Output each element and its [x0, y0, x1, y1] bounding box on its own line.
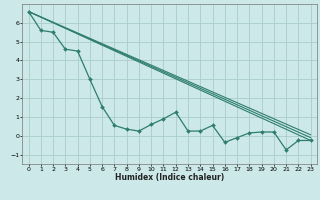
X-axis label: Humidex (Indice chaleur): Humidex (Indice chaleur) — [115, 173, 224, 182]
